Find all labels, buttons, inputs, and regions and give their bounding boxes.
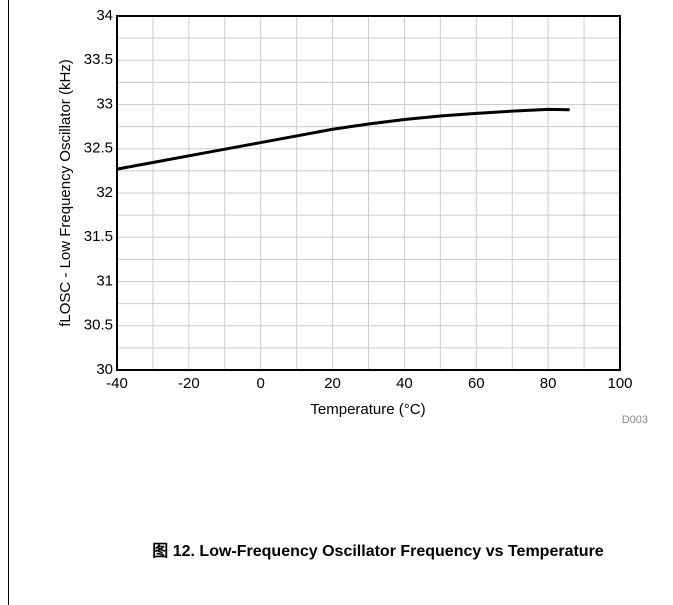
data-line bbox=[116, 107, 570, 171]
x-tick-label: -40 bbox=[106, 375, 128, 392]
x-tick-label: 80 bbox=[540, 375, 557, 392]
y-tick-label: 31 bbox=[96, 272, 113, 289]
figure-id: D003 bbox=[622, 414, 648, 426]
x-tick-label: -20 bbox=[178, 375, 200, 392]
y-tick-label: 31.5 bbox=[84, 228, 113, 245]
x-axis-label: Temperature (°C) bbox=[310, 401, 425, 418]
x-tick-label: 100 bbox=[607, 375, 632, 392]
y-tick-label: 30.5 bbox=[84, 317, 113, 334]
plot-frame bbox=[116, 15, 621, 371]
caption: 图 12. Low-Frequency Oscillator Frequency… bbox=[152, 543, 604, 560]
x-tick-label: 20 bbox=[324, 375, 341, 392]
x-tick-label: 0 bbox=[257, 375, 265, 392]
y-tick-label: 32 bbox=[96, 184, 113, 201]
y-tick-label: 34 bbox=[96, 7, 113, 24]
y-tick-label: 33.5 bbox=[84, 51, 113, 68]
y-tick-label: 30 bbox=[96, 361, 113, 378]
y-axis-label: fLOSC - Low Frequency Oscillator (kHz) bbox=[57, 59, 74, 327]
x-tick-label: 40 bbox=[396, 375, 413, 392]
y-tick-label: 32.5 bbox=[84, 140, 113, 157]
y-tick-label: 33 bbox=[96, 95, 113, 112]
x-tick-label: 60 bbox=[468, 375, 485, 392]
